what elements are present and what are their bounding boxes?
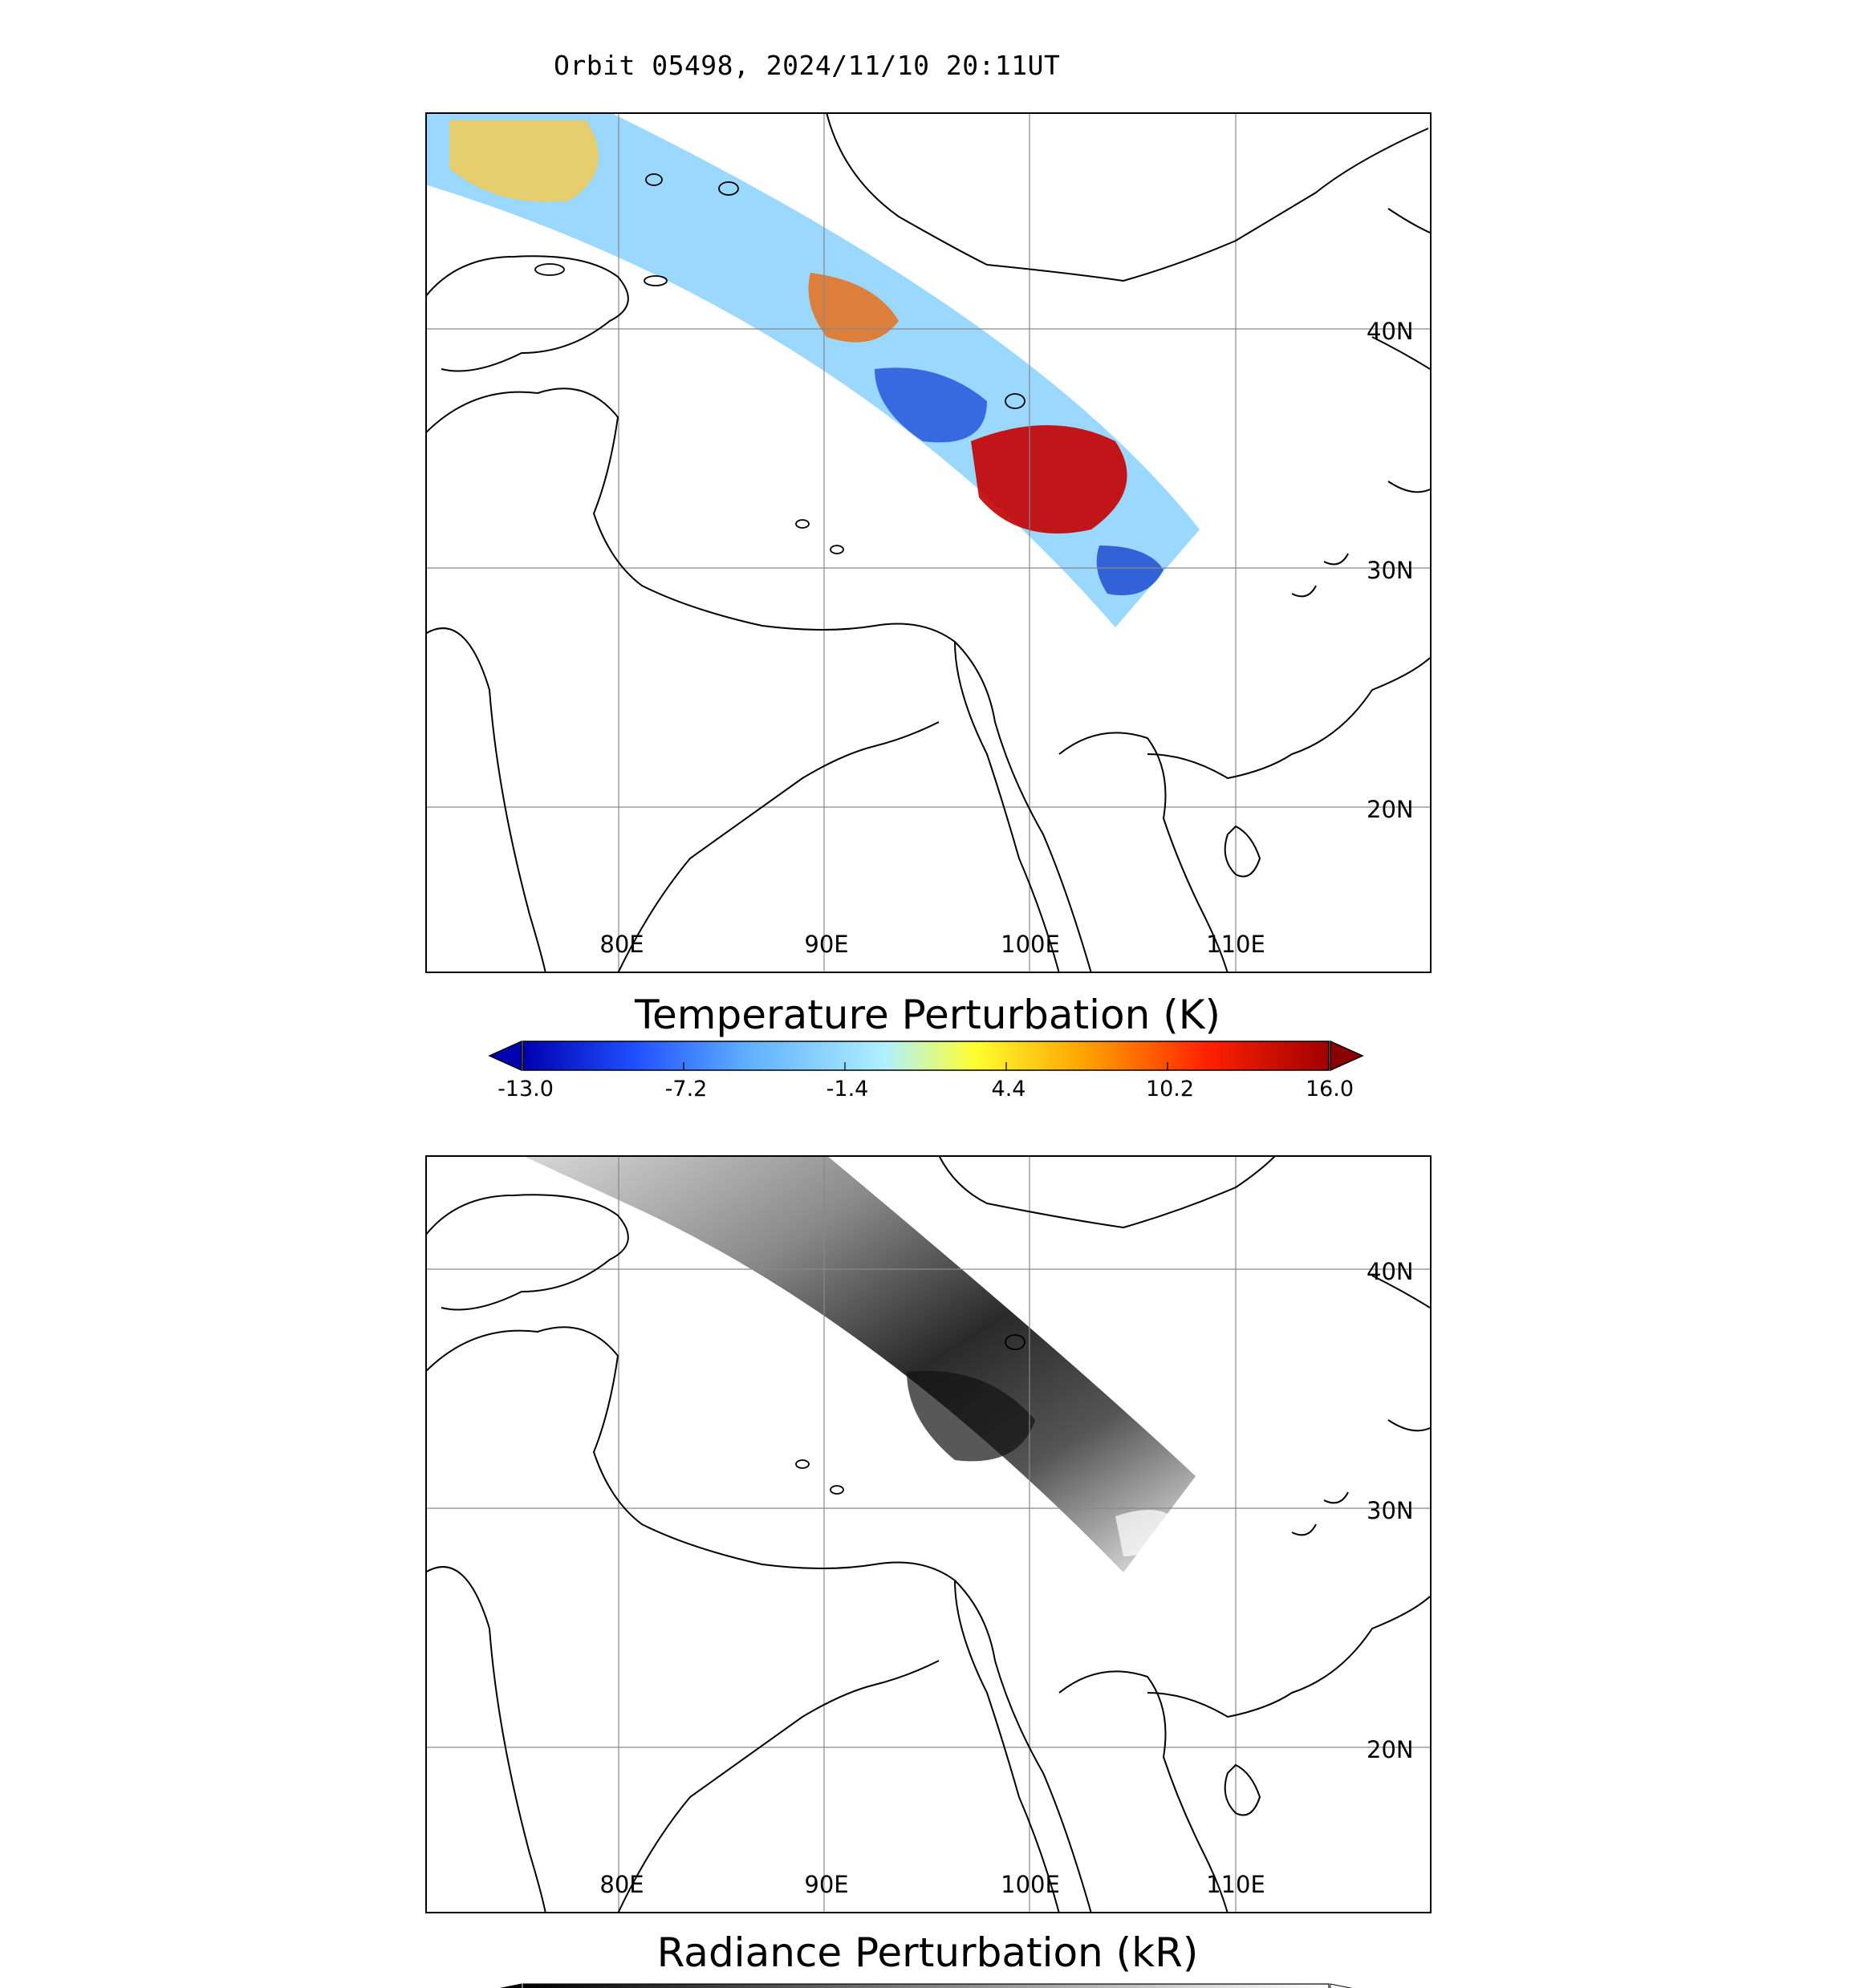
- lon-label-90e: 90E: [804, 931, 849, 958]
- lakes: [795, 1334, 1025, 1495]
- colorbar-tick-label: 4.4: [991, 1077, 1026, 1102]
- temperature-colorbar-svg: [488, 1040, 1364, 1072]
- plot-title: Orbit 05498, 2024/11/10 20:11UT: [554, 50, 1061, 81]
- graticule: [425, 112, 1430, 973]
- lon-label-100e: 100E: [1001, 1871, 1060, 1898]
- radiance-map-panel: 80E 90E 100E 110E 40N 30N 20N: [425, 1155, 1432, 1913]
- temperature-map-panel: 80E 90E 100E 110E 40N 30N 20N: [425, 112, 1432, 973]
- coastlines: [425, 112, 1430, 973]
- colorbar-tick-label: -7.2: [664, 1077, 708, 1102]
- lon-label-110e: 110E: [1206, 931, 1265, 958]
- colorbar-ticks: [522, 1062, 1330, 1070]
- radiance-map: [425, 1155, 1430, 1913]
- lon-label-110e: 110E: [1206, 1871, 1265, 1898]
- swath-blue-patch: [875, 367, 987, 443]
- colorbar-tick-label: -13.0: [498, 1077, 554, 1102]
- temperature-colorbar-title: Temperature Perturbation (K): [634, 992, 1221, 1038]
- swath-dark-patch: [907, 1370, 1035, 1462]
- lat-label-40n: 40N: [1367, 1258, 1414, 1285]
- graticule: [425, 1155, 1430, 1913]
- lat-label-40n: 40N: [1367, 318, 1414, 345]
- colorbar-tick-label: 10.2: [1145, 1077, 1195, 1102]
- lat-label-30n: 30N: [1367, 557, 1414, 584]
- swath-red-patch: [971, 425, 1127, 534]
- radiance-colorbar-svg: [499, 1983, 1353, 1988]
- radiance-swath: [522, 1155, 1196, 1572]
- lon-label-80e: 80E: [599, 1871, 644, 1898]
- coastlines: [425, 1155, 1430, 1913]
- lakes: [534, 173, 1025, 554]
- radiance-colorbar: [489, 1978, 1364, 1988]
- radiance-colorbar-title: Radiance Perturbation (kR): [656, 1929, 1199, 1976]
- colorbar-extend-high: [1330, 1040, 1364, 1072]
- lat-label-20n: 20N: [1367, 1736, 1414, 1763]
- temperature-map: [425, 112, 1430, 973]
- swath-orange-patch: [808, 273, 899, 343]
- lon-label-90e: 90E: [804, 1871, 849, 1898]
- lon-label-80e: 80E: [599, 931, 644, 958]
- map-frame: [425, 112, 1432, 973]
- map-frame: [425, 1155, 1432, 1913]
- swath-yellow-patch: [449, 120, 599, 202]
- swath-blue-patch-south: [1096, 546, 1164, 595]
- lon-label-100e: 100E: [1001, 931, 1060, 958]
- lat-label-30n: 30N: [1367, 1497, 1414, 1524]
- colorbar-extend-low: [488, 1040, 522, 1072]
- lat-label-20n: 20N: [1367, 796, 1414, 823]
- swath-light-patch: [1115, 1510, 1180, 1556]
- temperature-colorbar: [488, 1037, 1364, 1077]
- colorbar-tick-label: -1.4: [826, 1077, 869, 1102]
- colorbar-tick-label: 16.0: [1305, 1077, 1354, 1102]
